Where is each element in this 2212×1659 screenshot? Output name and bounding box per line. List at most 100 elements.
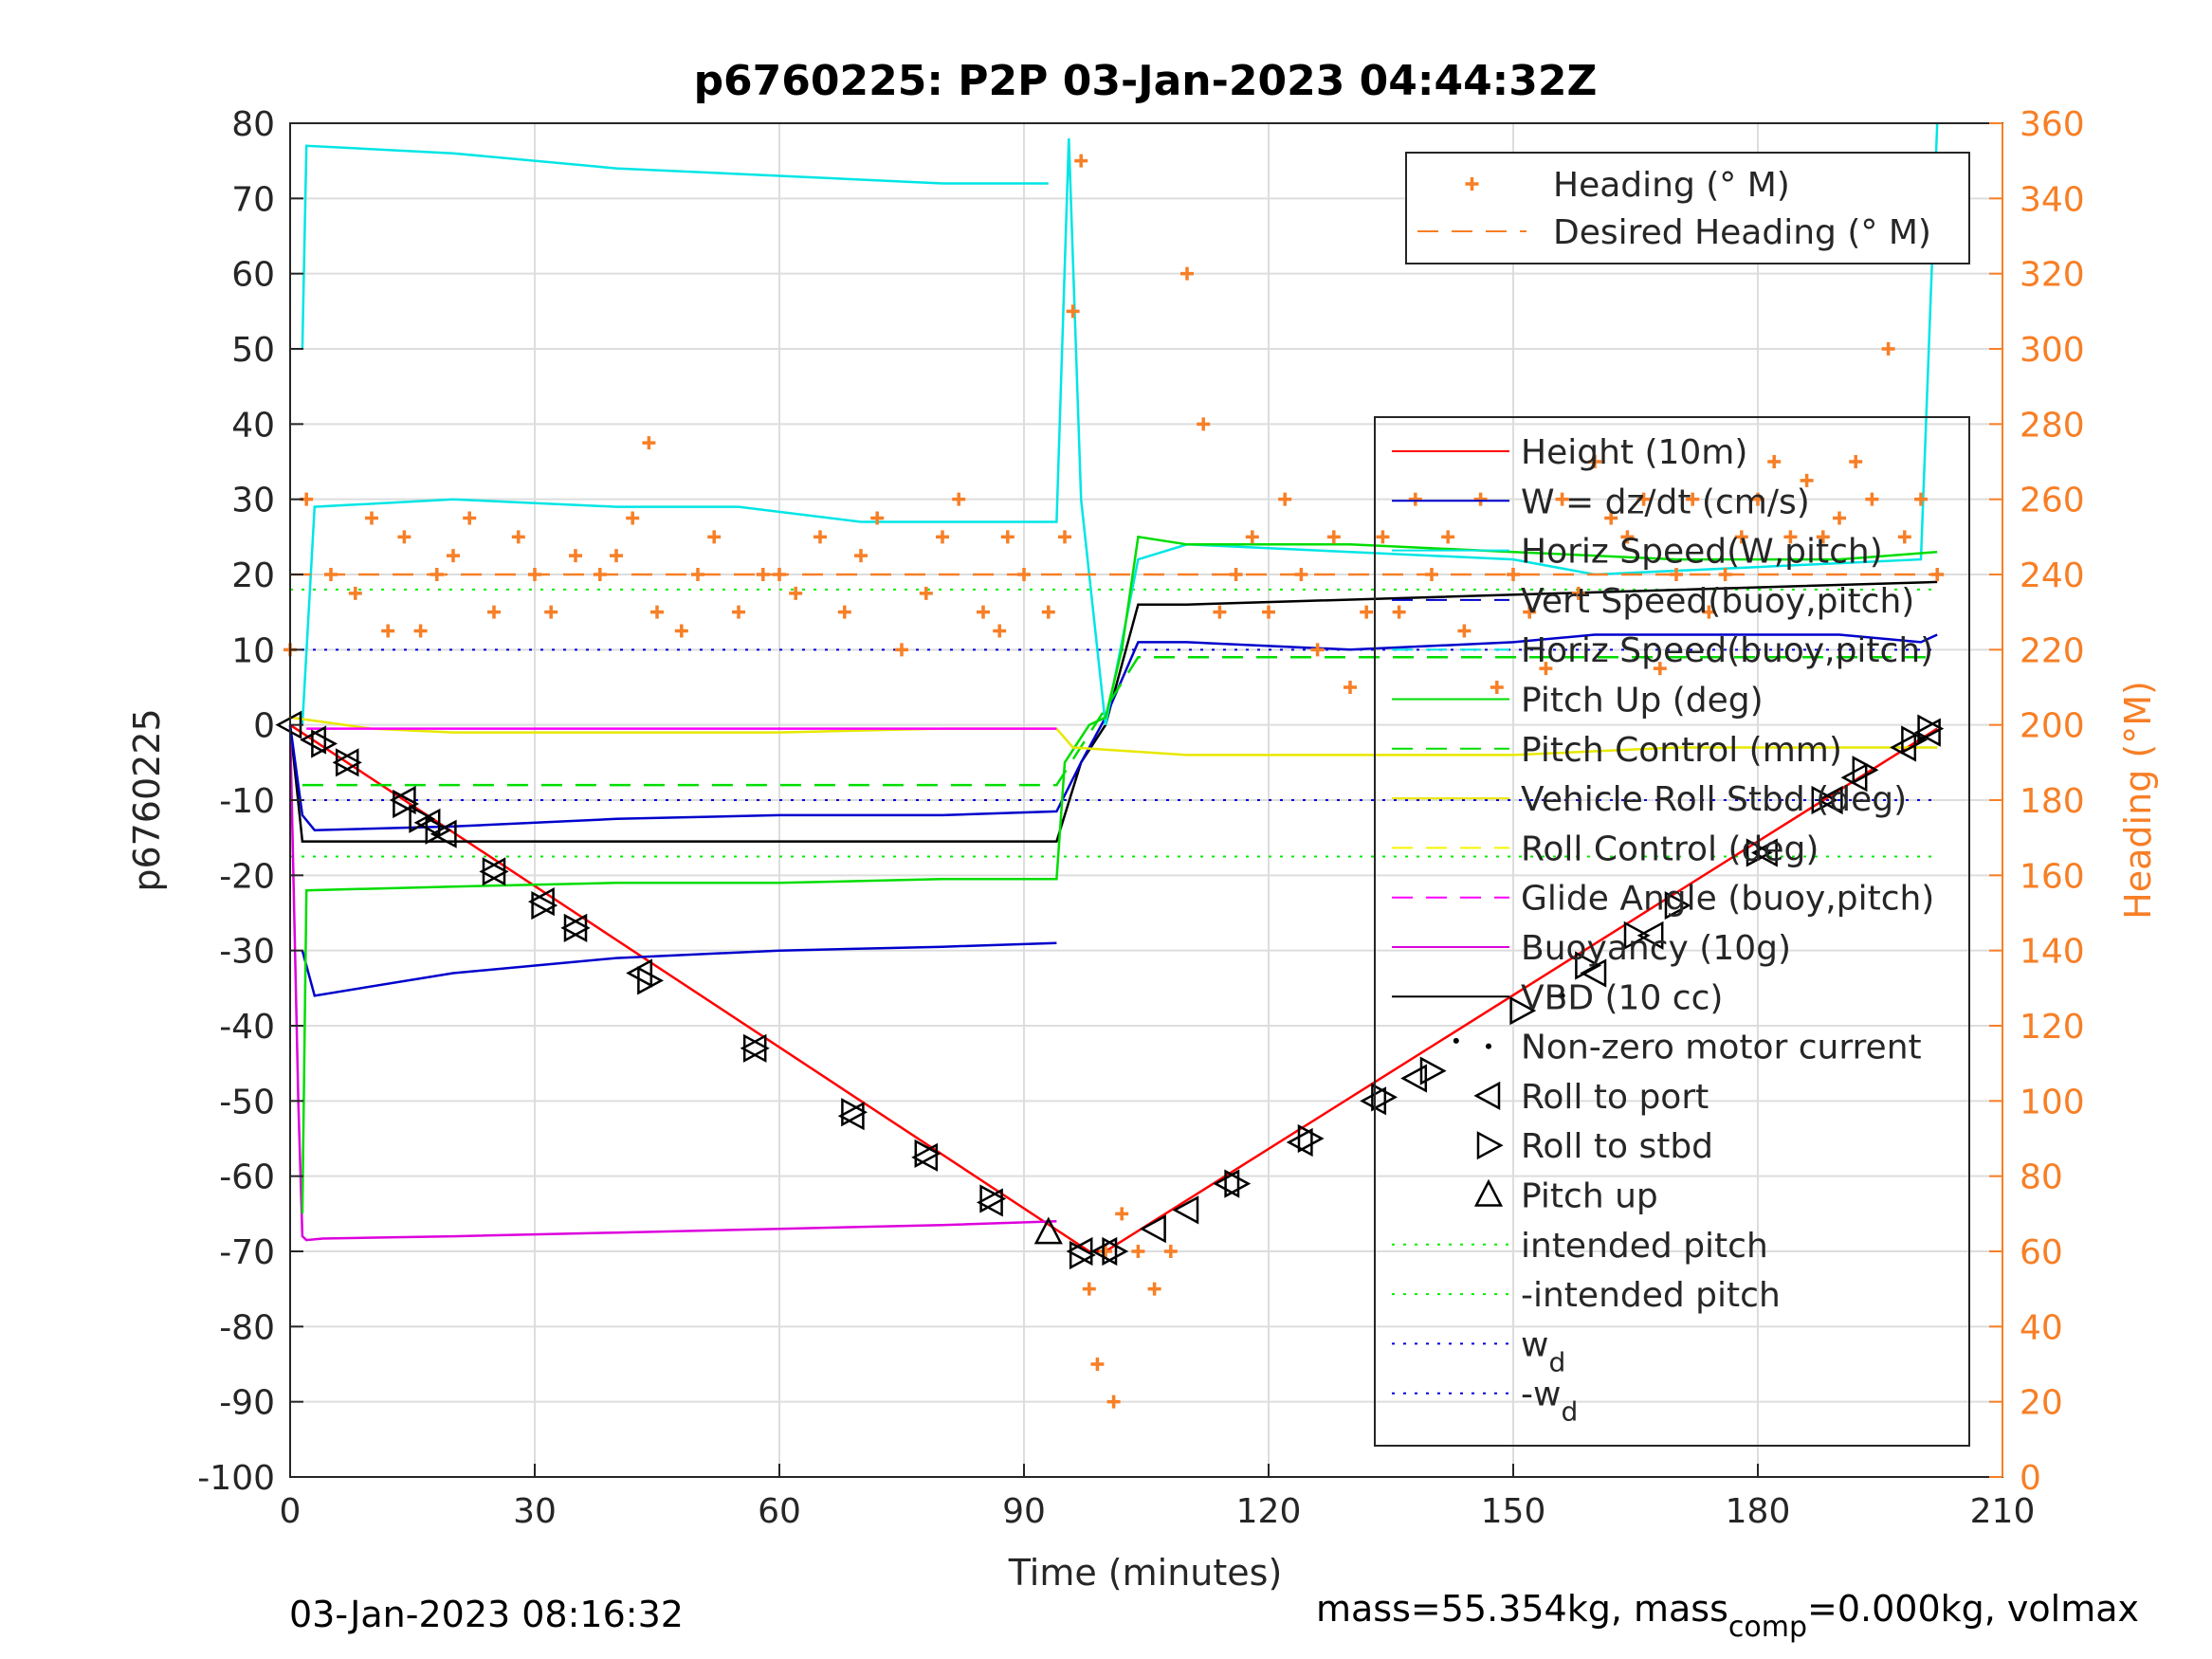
roll-to-port-marker xyxy=(1913,718,1941,747)
heading-marker xyxy=(487,605,501,619)
heading-marker xyxy=(511,530,525,544)
legend-label: Pitch Up (deg) xyxy=(1521,682,1764,720)
heading-marker xyxy=(1229,568,1243,581)
heading-marker xyxy=(1457,624,1472,638)
roll-to-port-marker xyxy=(1139,1214,1166,1244)
heading-marker xyxy=(870,511,885,525)
roll-to-port-marker xyxy=(527,887,555,917)
heading-marker xyxy=(1783,530,1798,544)
roll-to-stbd-marker xyxy=(1102,1236,1129,1267)
axis-ticks: 0 30 60 90 120 150 180 21080706050403020100-10-… xyxy=(197,105,2084,1531)
heading-marker xyxy=(1833,511,1846,525)
y-tick-label-right: 80 xyxy=(2020,1158,2063,1197)
y-tick-label-right: 140 xyxy=(2020,933,2085,972)
footer-mass-a: mass=55.354kg, mass xyxy=(1316,1588,1728,1630)
heading-marker xyxy=(544,605,558,619)
legend-label: Horiz Speed(buoy,pitch) xyxy=(1521,631,1933,670)
heading-marker xyxy=(1507,568,1520,581)
y-tick-label-left: -90 xyxy=(219,1384,275,1423)
heading-marker xyxy=(1702,605,1716,619)
legend-label: VBD (10 cc) xyxy=(1521,978,1723,1017)
y-tick-label-left: 0 xyxy=(253,707,275,746)
heading-marker xyxy=(397,530,411,544)
roll-pitch-markers xyxy=(275,710,1945,1270)
legend-label: Buoyancy (10g) xyxy=(1521,929,1791,968)
heading-marker xyxy=(348,586,362,600)
heading-marker xyxy=(1278,492,1292,506)
heading-marker xyxy=(1473,492,1488,506)
heading-marker xyxy=(1058,530,1071,544)
y-tick-label-right: 100 xyxy=(2020,1083,2085,1121)
heading-marker xyxy=(1490,681,1504,694)
roll-to-stbd-marker xyxy=(1509,996,1537,1026)
y-tick-label-left: -60 xyxy=(219,1158,275,1197)
footer-mass-b: =0.000kg, volmax xyxy=(1807,1588,2139,1630)
roll-to-stbd-marker xyxy=(531,890,558,921)
heading-marker xyxy=(1539,662,1553,676)
heading-marker xyxy=(650,605,664,619)
heading-marker xyxy=(381,624,395,638)
legend-label: Pitch up xyxy=(1521,1177,1658,1216)
heading-marker xyxy=(1197,417,1211,431)
heading-marker xyxy=(814,530,827,544)
heading-marker xyxy=(1408,492,1422,506)
heading-marker xyxy=(528,568,541,581)
y-tick-label-left: 20 xyxy=(231,556,275,595)
heading-marker xyxy=(1441,530,1455,544)
legend-label: -intended pitch xyxy=(1521,1276,1781,1315)
heading-marker xyxy=(1636,492,1651,506)
y-tick-label-right: 60 xyxy=(2020,1233,2063,1272)
footer-mass-sub: comp xyxy=(1728,1611,1807,1644)
roll-to-port-marker xyxy=(1172,1195,1199,1225)
legend-label: Roll to port xyxy=(1521,1078,1709,1117)
y-tick-label-left: 30 xyxy=(231,482,275,520)
y-tick-label-left: -80 xyxy=(219,1308,275,1347)
roll-to-port-marker xyxy=(626,958,653,988)
heading-marker xyxy=(789,586,803,600)
chart-title: p6760225: P2P 03-Jan-2023 04:44:32Z xyxy=(694,57,1598,105)
y-tick-label-left: -10 xyxy=(219,782,275,821)
heading-marker xyxy=(1897,530,1911,544)
x-tick-label: 30 xyxy=(513,1492,557,1531)
heading-marker xyxy=(447,549,460,563)
heading-marker xyxy=(1360,605,1374,619)
y-tick-label-right: 0 xyxy=(2020,1459,2041,1498)
roll-to-stbd-marker xyxy=(425,815,452,845)
y-tick-label-right: 340 xyxy=(2020,180,2085,219)
heading-marker xyxy=(854,549,868,563)
roll-to-port-marker xyxy=(389,785,416,815)
roll-to-stbd-marker xyxy=(742,1033,770,1063)
roll-to-port-marker xyxy=(1840,763,1868,793)
heading-marker xyxy=(1041,605,1055,619)
x-tick-label: 90 xyxy=(1002,1492,1046,1531)
legend-label: Vehicle Roll Stbd (deg) xyxy=(1521,780,1907,819)
heading-marker xyxy=(1604,511,1618,525)
y-tick-label-right: 320 xyxy=(2020,256,2085,295)
heading-marker xyxy=(1066,304,1080,319)
y-tick-label-right: 260 xyxy=(2020,482,2085,520)
y-tick-label-right: 200 xyxy=(2020,707,2085,746)
roll-to-port-marker xyxy=(1360,1086,1387,1116)
y-tick-label-left: 60 xyxy=(231,256,275,295)
series-line xyxy=(302,656,1938,787)
heading-marker xyxy=(1326,530,1341,544)
roll-to-stbd-marker xyxy=(841,1098,868,1127)
roll-to-stbd-marker xyxy=(637,966,665,995)
roll-to-stbd-marker xyxy=(335,748,362,777)
heading-marker xyxy=(463,511,477,525)
heading-marker xyxy=(977,605,990,619)
y-tick-label-left: -20 xyxy=(219,857,275,896)
heading-marker xyxy=(1376,530,1390,544)
legend-heading: Heading (° M) Desired Heading (° M) xyxy=(1405,152,1970,264)
y-tick-label-left: 50 xyxy=(231,331,275,370)
heading-marker xyxy=(993,624,1007,638)
heading-marker xyxy=(732,605,745,619)
y-tick-label-right: 280 xyxy=(2020,406,2085,445)
y-tick-label-left: 70 xyxy=(231,180,275,219)
legend-sample xyxy=(1486,1043,1491,1049)
heading-marker xyxy=(936,530,949,544)
x-tick-label: 120 xyxy=(1236,1492,1302,1531)
heading-marker xyxy=(1163,1245,1178,1258)
series-line xyxy=(289,716,1938,757)
legend-label: Pitch Control (mm) xyxy=(1521,731,1842,770)
